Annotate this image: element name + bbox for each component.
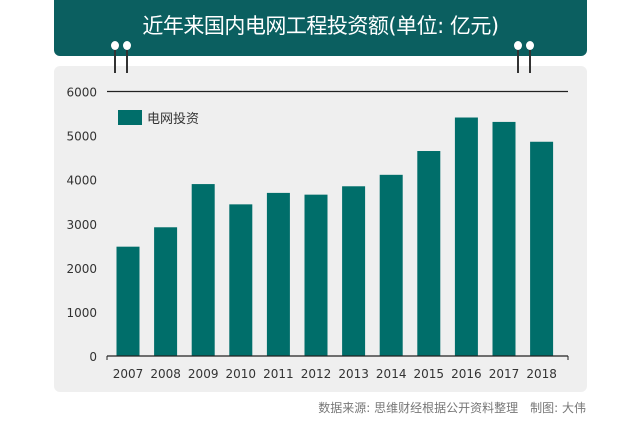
x-tick-label: 2016 <box>451 367 482 381</box>
bar-2013 <box>342 186 366 356</box>
bar-2014 <box>379 174 403 356</box>
bar-2012 <box>304 194 328 356</box>
bar-2009 <box>191 184 215 356</box>
y-tick-label: 6000 <box>66 86 97 100</box>
source-note: 数据来源: 思维财经根据公开资料整理 制图: 大伟 <box>318 401 586 415</box>
bar-2016 <box>454 117 478 357</box>
y-tick-label: 5000 <box>66 130 97 144</box>
chart-title: 近年来国内电网工程投资额(单位: 亿元) <box>142 14 499 38</box>
x-tick-label: 2009 <box>188 367 219 381</box>
y-tick-label: 0 <box>89 350 97 364</box>
x-tick-label: 2010 <box>226 367 257 381</box>
pin-decoration <box>123 41 131 73</box>
x-tick-label: 2012 <box>301 367 332 381</box>
y-tick-label: 3000 <box>66 218 97 232</box>
bar-2007 <box>116 246 140 356</box>
bar-2018 <box>530 141 554 356</box>
bar-2008 <box>154 227 178 356</box>
pin-decoration <box>111 41 119 73</box>
legend-swatch <box>118 110 142 125</box>
x-tick-label: 2011 <box>263 367 294 381</box>
x-tick-label: 2013 <box>338 367 369 381</box>
x-tick-label: 2017 <box>489 367 520 381</box>
legend-label: 电网投资 <box>147 111 199 127</box>
bar-2015 <box>417 151 441 356</box>
x-tick-label: 2007 <box>113 367 144 381</box>
x-tick-label: 2008 <box>150 367 181 381</box>
x-tick-label: 2014 <box>376 367 407 381</box>
title-banner: 近年来国内电网工程投资额(单位: 亿元) <box>54 0 587 56</box>
x-tick-label: 2018 <box>526 367 557 381</box>
pin-decoration <box>526 41 534 73</box>
y-tick-label: 2000 <box>66 262 97 276</box>
y-tick-label: 1000 <box>66 306 97 320</box>
pin-decoration <box>514 41 522 73</box>
y-tick-label: 4000 <box>66 174 97 188</box>
x-tick-label: 2015 <box>414 367 445 381</box>
bar-2011 <box>266 192 290 356</box>
bar-2010 <box>229 204 253 356</box>
bar-2017 <box>492 121 516 356</box>
